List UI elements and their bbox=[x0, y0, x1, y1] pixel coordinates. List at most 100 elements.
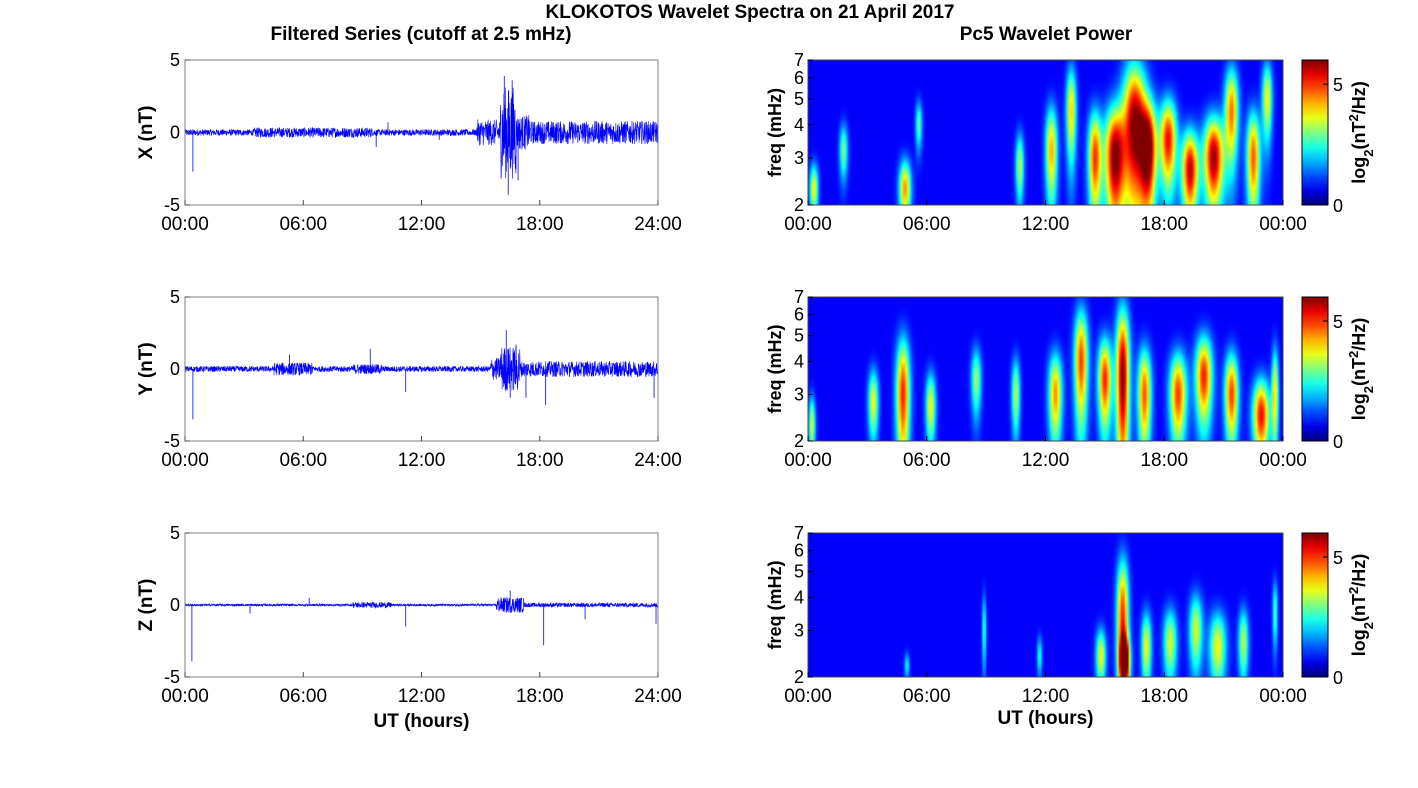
colorbar-tick-label: 5 bbox=[1333, 548, 1343, 568]
colorbar-tick-label: 5 bbox=[1333, 75, 1343, 95]
y-tick-label: 5 bbox=[170, 523, 180, 543]
x-tick-label: 12:00 bbox=[398, 450, 446, 471]
series-panel-y: -5 0 5 00:00 06:00 12:00 18:00 24:00 Y (nT) bbox=[136, 287, 682, 471]
y-tick-label: 6 bbox=[794, 305, 804, 325]
y-axis-label: Z (nT) bbox=[136, 579, 157, 632]
colorbar-label: log2(nT2/Hz) bbox=[1346, 554, 1376, 656]
y-tick-label: 0 bbox=[170, 359, 180, 379]
colorbar bbox=[1301, 296, 1329, 442]
y-tick-label: 7 bbox=[794, 287, 804, 307]
x-tick-label: 24:00 bbox=[634, 686, 682, 707]
y-tick-label: 4 bbox=[794, 351, 804, 371]
y-tick-label: 5 bbox=[794, 562, 804, 582]
x-tick-label: 06:00 bbox=[903, 686, 951, 707]
x-tick-label: 00:00 bbox=[1259, 214, 1307, 235]
x-tick-label: 06:00 bbox=[279, 450, 327, 471]
y-tick-label: 2 bbox=[794, 431, 804, 451]
x-tick-label: 18:00 bbox=[516, 686, 564, 707]
series-panel-z: -5 0 5 00:00 06:00 12:00 18:00 24:00 Z (nT) UT (h… bbox=[136, 523, 682, 732]
wavelet-power-image bbox=[808, 60, 1283, 205]
y-tick-label: -5 bbox=[164, 195, 180, 215]
y-tick-label: 4 bbox=[794, 115, 804, 135]
y-tick-label: 5 bbox=[170, 287, 180, 307]
y-tick-label: 6 bbox=[794, 541, 804, 561]
colorbar bbox=[1301, 59, 1329, 206]
y-tick-label: 3 bbox=[794, 620, 804, 640]
colorbar-label-part: (nT bbox=[1349, 594, 1369, 622]
x-axis-label: UT (hours) bbox=[997, 708, 1093, 729]
x-tick-label: 00:00 bbox=[161, 214, 209, 235]
y-tick-label: 3 bbox=[794, 148, 804, 168]
colorbar-tick-label: 0 bbox=[1333, 196, 1343, 216]
colorbar-label-part: 2 bbox=[1346, 114, 1361, 121]
series-line bbox=[184, 597, 659, 613]
y-axis-label: freq (mHz) bbox=[765, 324, 785, 413]
x-tick-label: 12:00 bbox=[398, 214, 446, 235]
colorbar-label-part: 2 bbox=[1361, 386, 1376, 393]
colorbar-label-part: 2 bbox=[1346, 351, 1361, 358]
series-line bbox=[184, 87, 659, 179]
series-line bbox=[184, 346, 659, 392]
colorbar-label-part: /Hz) bbox=[1349, 81, 1369, 114]
x-tick-label: 18:00 bbox=[1140, 686, 1188, 707]
colorbar-label-part: log bbox=[1349, 393, 1369, 420]
x-tick-label: 12:00 bbox=[1022, 450, 1070, 471]
x-tick-label: 00:00 bbox=[1259, 450, 1307, 471]
x-tick-label: 00:00 bbox=[161, 450, 209, 471]
colorbar-tick-label: 0 bbox=[1333, 432, 1343, 452]
y-tick-label: 0 bbox=[170, 595, 180, 615]
x-tick-label: 00:00 bbox=[161, 686, 209, 707]
y-tick-label: 6 bbox=[794, 68, 804, 88]
colorbar-label-part: (nT bbox=[1349, 122, 1369, 150]
x-tick-label: 18:00 bbox=[1140, 450, 1188, 471]
wavelet-power-image bbox=[808, 297, 1283, 441]
y-tick-label: 2 bbox=[794, 195, 804, 215]
x-tick-label: 12:00 bbox=[1022, 214, 1070, 235]
x-tick-label: 00:00 bbox=[784, 214, 832, 235]
wavelet-power-image bbox=[808, 533, 1283, 677]
colorbar-label: log2(nT2/Hz) bbox=[1346, 81, 1376, 183]
colorbar-label-part: /Hz) bbox=[1349, 318, 1369, 351]
x-axis-label: UT (hours) bbox=[373, 711, 469, 732]
y-tick-label: 5 bbox=[794, 326, 804, 346]
y-tick-label: -5 bbox=[164, 431, 180, 451]
x-tick-label: 06:00 bbox=[903, 214, 951, 235]
y-tick-label: 5 bbox=[170, 50, 180, 70]
right-column-title: Pc5 Wavelet Power bbox=[960, 24, 1133, 45]
x-tick-label: 24:00 bbox=[634, 214, 682, 235]
y-tick-label: 3 bbox=[794, 384, 804, 404]
colorbar-tick-label: 0 bbox=[1333, 668, 1343, 688]
colorbar-label-part: 2 bbox=[1361, 149, 1376, 156]
y-axis-label: Y (nT) bbox=[136, 342, 157, 395]
colorbar-label-part: 2 bbox=[1346, 587, 1361, 594]
x-tick-label: 18:00 bbox=[516, 214, 564, 235]
y-tick-label: 7 bbox=[794, 523, 804, 543]
x-tick-label: 00:00 bbox=[784, 686, 832, 707]
x-tick-label: 24:00 bbox=[634, 450, 682, 471]
colorbar bbox=[1301, 532, 1329, 678]
x-tick-label: 12:00 bbox=[1022, 686, 1070, 707]
figure-title: KLOKOTOS Wavelet Spectra on 21 April 201… bbox=[546, 2, 955, 23]
y-axis-label: freq (mHz) bbox=[765, 560, 785, 649]
series-panel-x: -5 0 5 00:00 06:00 12:00 18:00 24:00 X (nT) bbox=[136, 50, 682, 235]
colorbar-label: log2(nT2/Hz) bbox=[1346, 318, 1376, 420]
y-tick-label: 4 bbox=[794, 587, 804, 607]
colorbar-label-part: (nT bbox=[1349, 358, 1369, 386]
plot-area: -5 0 5 00:00 06:00 12:00 18:00 24:00 X (nT) -5 0 5 0… bbox=[136, 50, 1376, 732]
y-tick-label: 0 bbox=[170, 123, 180, 143]
colorbar-label-part: log bbox=[1349, 157, 1369, 184]
x-tick-label: 06:00 bbox=[903, 450, 951, 471]
y-tick-label: -5 bbox=[164, 667, 180, 687]
x-tick-label: 18:00 bbox=[1140, 214, 1188, 235]
y-tick-label: 2 bbox=[794, 667, 804, 687]
colorbar-tick-label: 5 bbox=[1333, 312, 1343, 332]
colorbar-label-part: /Hz) bbox=[1349, 554, 1369, 587]
colorbar-label-part: log bbox=[1349, 629, 1369, 656]
y-axis-label: X (nT) bbox=[136, 106, 157, 160]
y-tick-label: 5 bbox=[794, 89, 804, 109]
x-tick-label: 00:00 bbox=[1259, 686, 1307, 707]
y-axis-label: freq (mHz) bbox=[765, 88, 785, 177]
